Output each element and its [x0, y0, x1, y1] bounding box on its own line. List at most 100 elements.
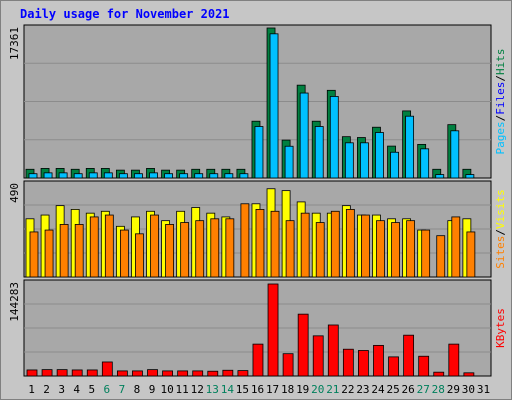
bar-pages: [239, 173, 249, 179]
day-label: 27: [417, 383, 430, 396]
day-label: 2: [43, 383, 50, 396]
bar-pages: [314, 126, 324, 179]
day-label: 11: [176, 383, 189, 396]
day-label: 21: [326, 383, 339, 396]
bar-kbytes: [297, 313, 309, 377]
bar-kbytes: [26, 369, 38, 377]
bar-sites: [391, 222, 400, 278]
bar-pages: [103, 172, 113, 179]
legend-part: /: [494, 229, 507, 236]
bar-sites: [300, 212, 310, 278]
bar-kbytes: [162, 370, 173, 377]
bar-sites: [315, 222, 325, 278]
legend-label: Pages/Files/Hits: [494, 49, 507, 155]
legend-part: /: [494, 75, 507, 82]
bar-sites: [119, 229, 129, 278]
day-label: 16: [251, 383, 264, 396]
bar-pages: [209, 173, 219, 179]
bar-sites: [195, 220, 205, 278]
bar-sites: [59, 224, 69, 278]
day-label: 9: [149, 383, 156, 396]
legend-part: Files: [494, 82, 507, 115]
day-label: 3: [58, 383, 65, 396]
day-label: 13: [206, 383, 219, 396]
bar-sites: [255, 209, 265, 278]
bar-pages: [329, 96, 339, 179]
bar-kbytes: [282, 353, 294, 377]
day-label: 7: [119, 383, 126, 396]
bar-pages: [465, 174, 475, 179]
legend-part: Hits: [494, 49, 507, 76]
bar-pages: [164, 173, 173, 179]
bar-kbytes: [448, 343, 460, 377]
bar-pages: [149, 172, 158, 179]
bar-kbytes: [56, 369, 68, 377]
day-label: 18: [281, 383, 294, 396]
bar-kbytes: [192, 370, 204, 377]
bar-sites: [44, 229, 54, 278]
bar-sites: [285, 220, 295, 278]
bar-pages: [179, 173, 189, 179]
bar-kbytes: [86, 369, 98, 377]
bar-pages: [299, 92, 309, 179]
bar-sites: [89, 216, 99, 278]
bar-kbytes: [388, 356, 399, 377]
bar-kbytes: [116, 370, 128, 377]
day-label: 17: [266, 383, 279, 396]
day-label: 6: [104, 383, 111, 396]
legend-part: Pages: [494, 121, 507, 154]
bar-kbytes: [177, 370, 189, 377]
day-label: 12: [191, 383, 204, 396]
bar-sites: [74, 224, 84, 278]
day-label: 25: [386, 383, 399, 396]
bar-pages: [224, 173, 234, 179]
day-label: 28: [432, 383, 445, 396]
bar-pages: [344, 142, 354, 179]
day-label: 24: [371, 383, 385, 396]
bar-kbytes: [358, 350, 369, 377]
bar-kbytes: [147, 369, 158, 377]
bar-sites: [436, 235, 446, 278]
bar-pages: [360, 142, 369, 179]
bar-pages: [269, 33, 279, 179]
legend-part: /: [494, 115, 507, 122]
bar-pages: [420, 148, 430, 179]
day-label: 20: [311, 383, 324, 396]
bar-kbytes: [403, 334, 415, 377]
day-label: 30: [462, 383, 475, 396]
bar-sites: [421, 229, 431, 278]
y-max-label: 17361: [8, 27, 21, 60]
bar-pages: [73, 173, 83, 179]
bar-sites: [150, 214, 159, 278]
bar-pages: [405, 115, 415, 179]
day-label: 19: [296, 383, 309, 396]
bar-sites: [180, 222, 190, 278]
day-label: 29: [447, 383, 460, 396]
bar-sites: [104, 214, 114, 278]
bar-sites: [165, 224, 174, 278]
bar-kbytes: [222, 369, 234, 377]
bar-kbytes: [41, 369, 53, 377]
bar-pages: [88, 172, 98, 179]
legend-label: Sites/Visits: [494, 189, 507, 269]
bar-kbytes: [418, 355, 430, 377]
day-label: 5: [88, 383, 95, 396]
day-label: 22: [341, 383, 354, 396]
bar-pages: [28, 173, 38, 179]
bar-sites: [29, 231, 39, 278]
chart-title: Daily usage for November 2021: [20, 7, 230, 21]
bar-pages: [43, 172, 53, 179]
bar-sites: [330, 210, 340, 278]
bar-kbytes: [101, 361, 113, 377]
bar-sites: [225, 218, 235, 278]
day-label: 8: [134, 383, 141, 396]
legend-part: Visits: [494, 189, 507, 229]
bar-kbytes: [327, 324, 339, 377]
bar-kbytes: [463, 372, 475, 377]
bar-sites: [270, 210, 280, 278]
day-label: 4: [73, 383, 80, 396]
bar-pages: [194, 173, 204, 179]
bar-pages: [284, 145, 294, 179]
day-label: 10: [160, 383, 173, 396]
